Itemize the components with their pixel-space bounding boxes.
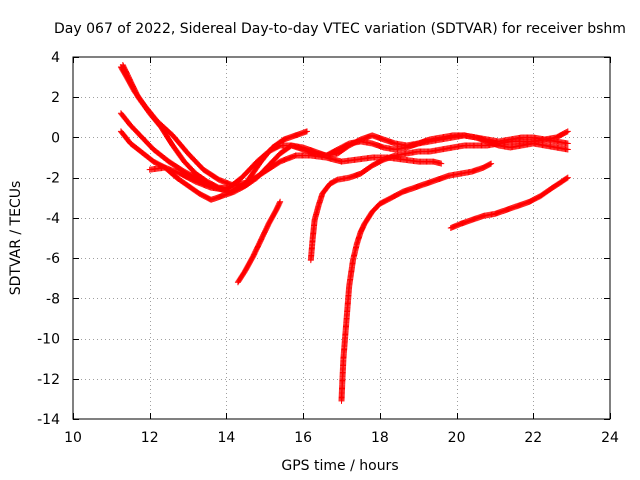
series-arc-9 [447,174,571,231]
x-tick-label: 12 [141,430,159,446]
y-tick-label: -2 [46,171,60,187]
y-tick-label: 4 [51,50,60,66]
y-tick-label: 0 [51,130,60,146]
x-tick-label: 10 [64,430,82,446]
plot-frame [72,56,611,420]
y-axis-label: SDTVAR / TECUs [8,181,24,296]
x-tick-label: 22 [524,430,542,446]
data-point [564,174,571,181]
x-tick-label: 20 [448,430,466,446]
y-tick-label: -10 [37,332,60,348]
series-arc-8 [338,160,495,404]
y-tick-label: -14 [37,412,60,428]
x-tick-labels: 10 12 14 16 18 20 22 24 [64,430,619,446]
data-point [303,128,310,135]
y-tick-labels: -14 -12 -10 -8 -6 -4 -2 0 2 4 [37,50,60,428]
data-point [564,128,571,135]
data-point [277,198,284,205]
y-tick-label: -12 [37,372,60,388]
y-tick-label: -8 [46,291,60,307]
data-series [117,62,571,404]
data-point [488,160,495,167]
data-point [564,146,571,153]
x-tick-label: 14 [218,430,236,446]
x-tick-label: 16 [294,430,312,446]
x-tick-label: 24 [601,430,619,446]
series-arc-7 [307,128,571,264]
y-tick-label: 2 [51,90,60,106]
series-arc-6 [234,198,284,286]
data-point [563,128,570,135]
chart-title: Day 067 of 2022, Sidereal Day-to-day VTE… [54,21,626,37]
data-point [563,175,570,182]
x-axis-label: GPS time / hours [281,458,398,474]
x-tick-label: 18 [371,430,389,446]
data-point [487,161,494,168]
data-point [438,160,445,167]
axis-ticks [73,57,611,420]
data-point [564,140,571,147]
y-tick-label: -4 [46,211,60,227]
y-tick-label: -6 [46,251,60,267]
